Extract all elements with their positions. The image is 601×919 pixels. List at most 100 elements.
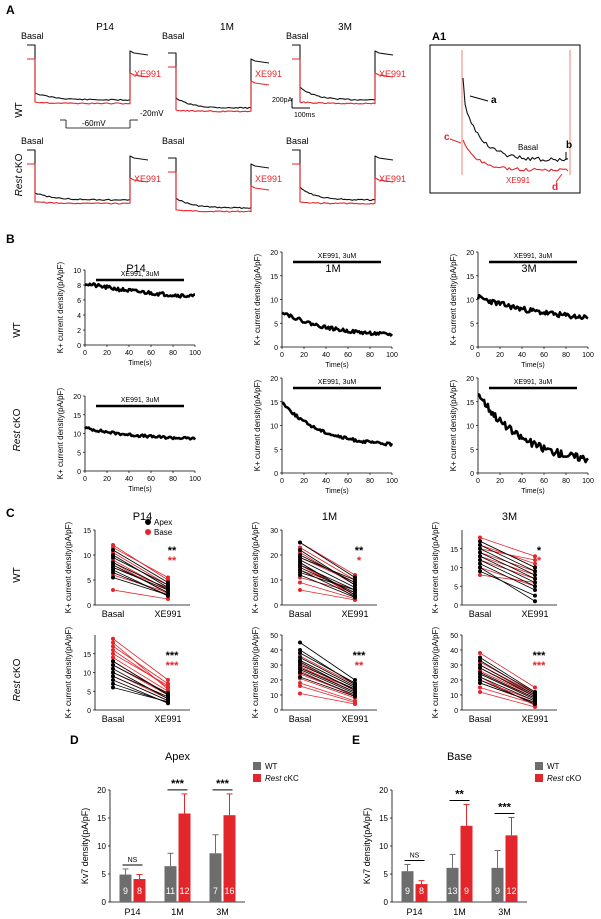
x-tick-label: 80	[366, 478, 374, 485]
pair-line-apex	[299, 574, 356, 598]
y-axis-label: K+ current density(pA/pF)	[64, 626, 73, 718]
x-tick-label: 100	[582, 478, 594, 485]
y-tick-label: 10	[270, 298, 278, 305]
x-category-label: XE991	[154, 714, 181, 724]
point-apex-basal	[298, 660, 302, 664]
point-apex-xe991	[533, 593, 537, 598]
point-apex-basal	[111, 555, 115, 560]
pair-line-base	[479, 691, 536, 708]
n-label: 9	[123, 886, 128, 896]
x-category-label: Basal	[102, 609, 125, 619]
legend-apex-marker	[145, 519, 151, 525]
bar	[209, 853, 222, 902]
significance-label: ***	[498, 801, 512, 813]
point-apex-xe991	[353, 678, 357, 682]
point-base-basal	[298, 684, 302, 688]
panel-c-row-cko: Rest cKO	[12, 658, 23, 701]
x-tick-label: 80	[562, 478, 570, 485]
point-apex-xe991	[166, 587, 170, 591]
point-apex-basal	[478, 655, 482, 660]
pair-line-apex	[479, 570, 536, 596]
x-tick-label: 0	[476, 478, 480, 485]
point-apex-basal	[478, 550, 482, 555]
y-tick-label: 20	[270, 376, 278, 383]
point-apex-xe991	[353, 594, 357, 599]
y-tick-label: 2	[77, 328, 81, 335]
point-apex-xe991	[533, 691, 537, 696]
point-apex-basal	[111, 681, 115, 686]
pair-line-apex	[299, 661, 356, 691]
x-tick-label: 20	[103, 476, 111, 483]
point-apex-basal	[478, 569, 482, 574]
n-label: 9	[495, 886, 500, 896]
panel-b-column-title: P14	[126, 263, 146, 275]
point-apex-basal	[111, 670, 115, 675]
legend-wt-swatch	[253, 762, 261, 770]
pair-line-apex	[112, 549, 169, 583]
point-apex-xe991	[353, 583, 357, 587]
y-tick-label: 5	[77, 450, 81, 457]
y-tick-label: 6	[77, 298, 81, 305]
point-apex-basal	[478, 675, 482, 679]
x-tick-label: 20	[103, 350, 111, 357]
pair-line-base	[112, 547, 169, 578]
n-label: 9	[464, 886, 469, 896]
y-tick-label: 5	[87, 578, 91, 585]
pair-line-base	[299, 655, 356, 685]
x-tick-label: 60	[540, 352, 548, 359]
y-tick-label: 0	[470, 345, 474, 352]
y-tick-label: 0	[87, 603, 91, 610]
legend-italic: Rest	[265, 774, 282, 783]
pair-line-base	[299, 678, 356, 699]
pair-line-apex	[299, 569, 356, 597]
x-tick-label: 20	[300, 352, 308, 359]
point-apex-xe991	[533, 576, 537, 581]
significance-apex: **	[168, 545, 177, 557]
legend-rest: cKC	[281, 774, 299, 783]
y-tick-label: 15	[73, 413, 81, 420]
x-category-label: Basal	[289, 609, 312, 619]
pair-line-base	[479, 574, 536, 583]
point-apex-basal	[111, 575, 115, 580]
y-tick-label: 10	[466, 424, 474, 431]
pair-line-apex	[299, 660, 356, 688]
y-tick-label: 0	[274, 603, 278, 610]
point-apex-basal	[298, 651, 302, 655]
y-tick-label: 0	[274, 471, 278, 478]
significance-apex: ***	[166, 650, 180, 662]
y-tick-label: 0	[470, 471, 474, 478]
timecourse-trace	[281, 401, 394, 447]
pair-line-base	[299, 582, 356, 600]
y-tick-label: 10	[270, 578, 278, 585]
point-apex-xe991	[533, 569, 537, 574]
panel-a-column-title: 1M	[220, 22, 234, 33]
point-apex-basal	[478, 666, 482, 670]
y-tick-label: 0	[102, 898, 107, 907]
x-category-label: 1M	[453, 907, 466, 917]
point-apex-basal	[478, 678, 482, 682]
significance-label: **	[455, 789, 464, 801]
y-tick-label: 10	[73, 268, 81, 275]
y-tick-label: 15	[379, 814, 388, 823]
pair-line-apex	[299, 676, 356, 697]
significance-base: *	[537, 555, 542, 567]
timecourse-trace	[477, 393, 589, 464]
x-axis-label: Time(s)	[325, 362, 348, 369]
pair-line-base	[112, 657, 169, 692]
x-category-label: XE991	[521, 609, 548, 619]
pair-line-base	[299, 547, 356, 581]
y-tick-label: 40	[450, 648, 458, 655]
x-tick-label: 100	[189, 476, 201, 483]
y-tick-label: 40	[270, 648, 278, 655]
point-apex-xe991	[166, 594, 170, 598]
inset-trace-xe991	[462, 139, 569, 172]
x-tick-label: 0	[83, 350, 87, 357]
marker-b: b	[566, 140, 572, 151]
x-category-label: Basal	[469, 714, 492, 724]
point-base-xe991	[533, 561, 537, 566]
pair-line-apex	[299, 667, 356, 693]
panel-b-label: B	[6, 232, 15, 246]
x-axis-label: Time(s)	[521, 488, 544, 495]
y-tick-label: 10	[450, 693, 458, 700]
x-tick-label: 60	[147, 350, 155, 357]
